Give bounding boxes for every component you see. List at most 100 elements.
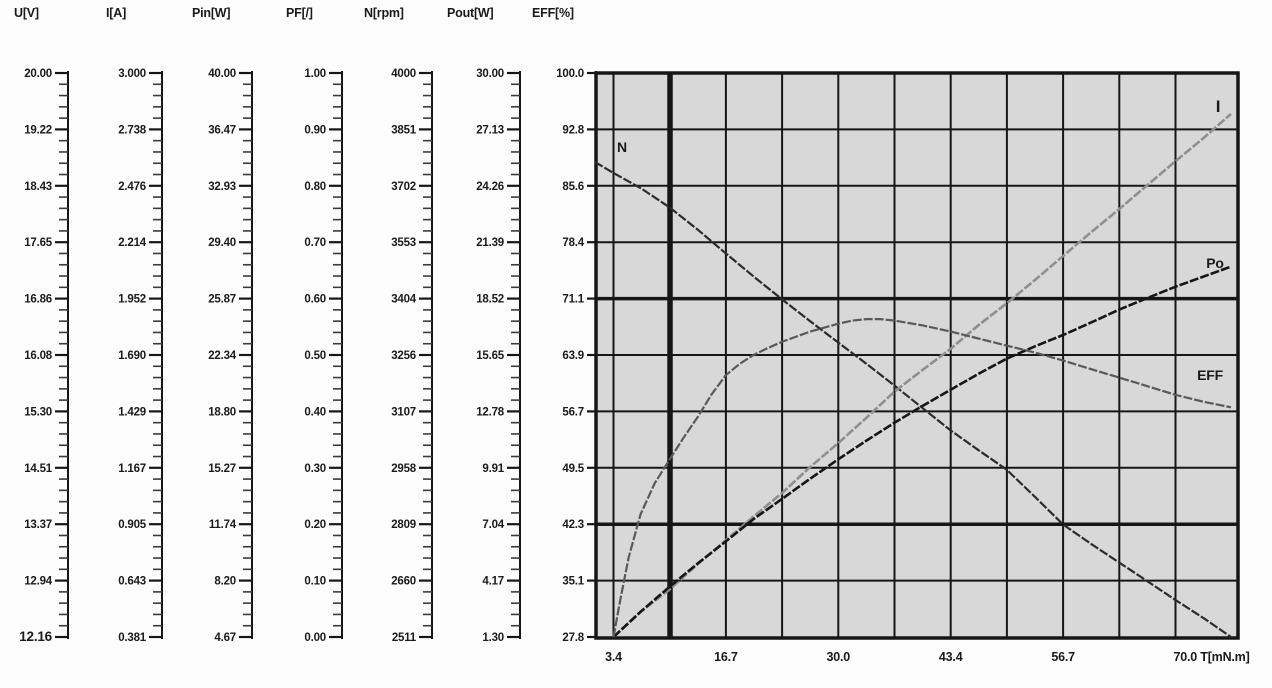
scale-tick-label: 9.91 bbox=[482, 463, 504, 475]
scale-tick-label: 32.93 bbox=[208, 181, 236, 193]
scale-tick-label: 12.94 bbox=[24, 576, 53, 588]
scale-tick-label: 1.00 bbox=[304, 68, 326, 80]
scale-tick-label: 24.26 bbox=[476, 181, 504, 193]
scale-tick-label: 4.17 bbox=[482, 576, 504, 588]
scale-tick-label: 3107 bbox=[391, 406, 416, 418]
scale-tick-label: 4000 bbox=[391, 68, 416, 80]
scale-tick-label: 3553 bbox=[391, 237, 416, 249]
scale-tick-label: 29.40 bbox=[208, 237, 236, 249]
scale-tick-label: 0.80 bbox=[304, 181, 326, 193]
scale-tick-label: 0.70 bbox=[304, 237, 326, 249]
scale-tick-label: 20.00 bbox=[24, 68, 52, 80]
scale-pf: PF[/] 1.00 0.90 0.80 0.70 0.60 0.50 0.40 0.30 0.2… bbox=[286, 6, 343, 644]
scale-tick-label: 0.90 bbox=[304, 124, 326, 136]
scale-tick-label: 0.30 bbox=[304, 463, 326, 475]
curve-label-I: I bbox=[1216, 97, 1221, 116]
scale-tick-label: 18.43 bbox=[24, 181, 52, 193]
scale-tick-label: 0.905 bbox=[118, 519, 147, 531]
scale-pout-header: Pout[W] bbox=[447, 6, 494, 20]
curve-N bbox=[594, 161, 1232, 638]
scale-tick-label: 36.47 bbox=[208, 124, 236, 136]
scale-tick-label: 100.0 bbox=[556, 68, 584, 80]
scale-tick-label: 27.8 bbox=[562, 632, 584, 644]
scale-tick-label: 1.690 bbox=[118, 350, 146, 362]
scale-tick-label: 0.643 bbox=[118, 576, 146, 588]
scale-tick-label: 78.4 bbox=[562, 237, 584, 249]
scale-tick-label: 2.476 bbox=[118, 181, 146, 193]
curve-label-Po: Po bbox=[1206, 255, 1224, 271]
scale-tick-label: 85.6 bbox=[562, 181, 584, 193]
scale-tick-label: 0.00 bbox=[304, 632, 326, 644]
scale-tick-label: 2809 bbox=[391, 519, 416, 531]
scale-tick-label: 22.34 bbox=[208, 350, 237, 362]
scale-tick-label: 12.16 bbox=[19, 629, 52, 644]
scale-tick-label: 63.9 bbox=[562, 350, 584, 362]
scale-tick-label: 3256 bbox=[391, 350, 416, 362]
x-axis-tick-label: 43.4 bbox=[939, 650, 963, 664]
scale-tick-label: 17.65 bbox=[24, 237, 53, 249]
scale-tick-label: 1.30 bbox=[482, 632, 504, 644]
x-axis-tick-label: 56.7 bbox=[1051, 650, 1075, 664]
scale-tick-label: 16.86 bbox=[24, 294, 52, 306]
scale-tick-label: 71.1 bbox=[562, 294, 584, 306]
scale-tick-label: 4.67 bbox=[214, 632, 236, 644]
scale-tick-label: 27.13 bbox=[476, 124, 504, 136]
scale-tick-label: 18.80 bbox=[208, 406, 236, 418]
scale-tick-label: 21.39 bbox=[476, 237, 504, 249]
scale-tick-label: 0.40 bbox=[304, 406, 326, 418]
scale-tick-label: 16.08 bbox=[24, 350, 53, 362]
scale-i: I[A] 3.000 2.738 2.476 2.214 1.952 1.690 1.429 1… bbox=[106, 6, 163, 644]
scale-eff-header: EFF[%] bbox=[532, 6, 574, 20]
scale-tick-label: 56.7 bbox=[562, 406, 584, 418]
scale-tick-label: 2.214 bbox=[118, 237, 147, 249]
plot-border bbox=[594, 71, 1240, 640]
plot-area: N I Po EFF bbox=[594, 71, 1240, 640]
curve-EFF bbox=[612, 318, 1232, 638]
scale-tick-label: 12.78 bbox=[476, 406, 505, 418]
scale-tick-label: 40.00 bbox=[208, 68, 236, 80]
scale-tick-label: 13.37 bbox=[24, 519, 52, 531]
scale-tick-label: 3404 bbox=[391, 294, 417, 306]
scale-tick-label: 2511 bbox=[392, 632, 417, 644]
scale-u-header: U[V] bbox=[14, 6, 39, 20]
scale-tick-label: 18.52 bbox=[476, 294, 504, 306]
x-axis-unit-label: 70.0 T[mN.m] bbox=[1173, 650, 1249, 664]
scale-tick-label: 19.22 bbox=[24, 124, 52, 136]
scale-n-header: N[rpm] bbox=[364, 6, 404, 20]
scale-tick-label: 49.5 bbox=[562, 463, 584, 475]
curve-label-EFF: EFF bbox=[1197, 367, 1223, 383]
scale-tick-label: 8.20 bbox=[214, 576, 236, 588]
x-axis-tick-label: 30.0 bbox=[827, 650, 851, 664]
scale-u: U[V] 20.00 19.22 18.43 17.65 16.86 16.08 15.30 1… bbox=[14, 6, 69, 644]
scale-tick-label: 35.1 bbox=[562, 576, 584, 588]
curve-Po bbox=[612, 265, 1232, 638]
x-axis-tick-label: 3.4 bbox=[605, 650, 622, 664]
scale-tick-label: 1.167 bbox=[118, 463, 146, 475]
scale-tick-label: 3.000 bbox=[118, 68, 146, 80]
scale-tick-label: 15.27 bbox=[208, 463, 236, 475]
scale-pin: Pin[W] 40.00 36.47 32.93 29.40 25.87 22.34 18.8… bbox=[192, 6, 253, 644]
scale-pf-header: PF[/] bbox=[286, 6, 313, 20]
scale-tick-label: 11.74 bbox=[209, 519, 237, 531]
scale-eff: EFF[%] 100.0 92.8 85.6 78.4 71.1 63.9 56.7 49.5 4… bbox=[532, 6, 597, 644]
scale-tick-label: 0.20 bbox=[304, 519, 326, 531]
scale-tick-label: 42.3 bbox=[562, 519, 584, 531]
scale-tick-label: 14.51 bbox=[24, 463, 53, 475]
scale-tick-label: 15.65 bbox=[476, 350, 505, 362]
scale-tick-label: 3851 bbox=[391, 124, 417, 136]
scale-tick-label: 7.04 bbox=[482, 519, 504, 531]
scale-pin-header: Pin[W] bbox=[192, 6, 230, 20]
scale-tick-label: 3702 bbox=[391, 181, 416, 193]
scale-tick-label: 2.738 bbox=[118, 124, 147, 136]
x-axis-tick-label: 16.7 bbox=[714, 650, 738, 664]
scale-tick-label: 92.8 bbox=[562, 124, 584, 136]
scale-tick-label: 1.952 bbox=[118, 294, 146, 306]
scale-tick-label: 0.60 bbox=[304, 294, 326, 306]
curve-label-N: N bbox=[617, 139, 627, 155]
scale-tick-label: 15.30 bbox=[24, 406, 52, 418]
scale-tick-label: 30.00 bbox=[476, 68, 504, 80]
scale-tick-label: 25.87 bbox=[208, 294, 236, 306]
scale-i-header: I[A] bbox=[106, 6, 126, 20]
